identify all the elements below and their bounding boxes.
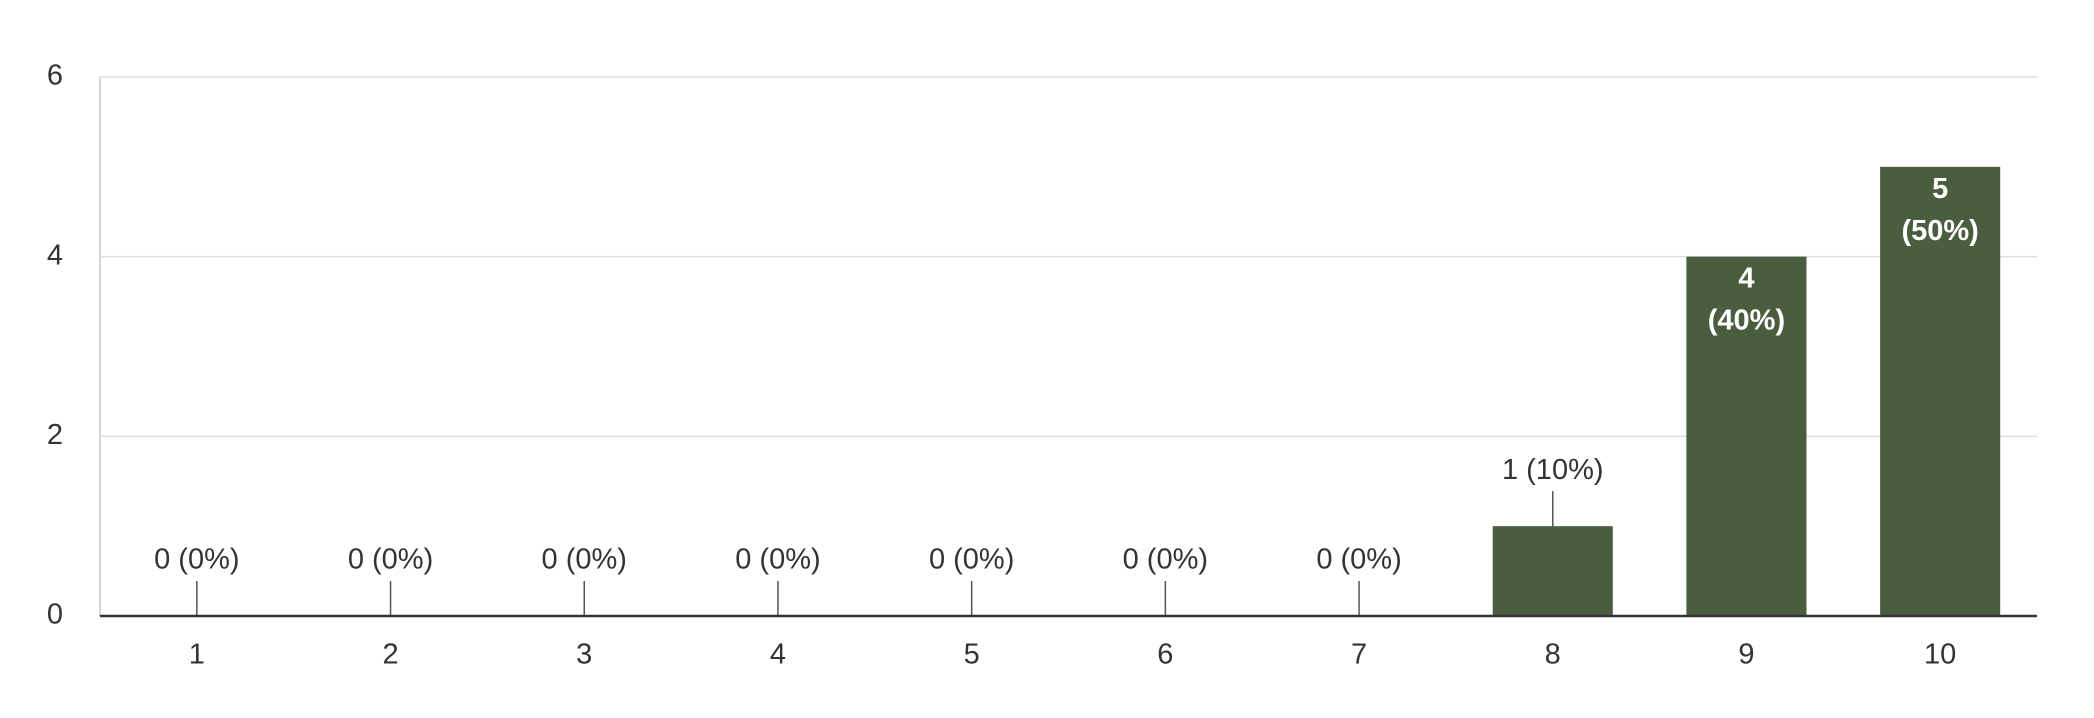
data-label-line: (50%) <box>1901 214 1978 246</box>
data-label-line: (40%) <box>1708 304 1785 336</box>
x-tick-label: 6 <box>1157 639 1173 671</box>
data-label: 0 (0%) <box>735 544 820 576</box>
x-tick-label: 7 <box>1351 639 1367 671</box>
x-tick-label: 9 <box>1738 639 1754 671</box>
data-label: 0 (0%) <box>1316 544 1401 576</box>
x-tick-label: 5 <box>964 639 980 671</box>
y-tick-label: 2 <box>47 419 63 451</box>
bar <box>1686 256 1807 616</box>
data-label: 0 (0%) <box>154 544 239 576</box>
data-label: 0 (0%) <box>542 544 627 576</box>
x-tick-label: 8 <box>1545 639 1561 671</box>
data-label-line: 5 <box>1932 172 1948 204</box>
bar <box>1492 526 1613 616</box>
data-label: 4 (40%) <box>1708 262 1785 336</box>
data-label: 0 (0%) <box>1123 544 1208 576</box>
y-tick-label: 6 <box>47 60 63 92</box>
data-label-line: 4 <box>1738 262 1754 294</box>
y-tick-label: 0 <box>47 599 63 631</box>
x-tick-label: 10 <box>1924 639 1956 671</box>
data-label: 0 (0%) <box>929 544 1014 576</box>
x-tick-label: 3 <box>576 639 592 671</box>
bar <box>1880 166 2001 617</box>
y-tick-label: 4 <box>47 239 63 271</box>
data-label: 5 (50%) <box>1901 172 1978 246</box>
x-tick-label: 1 <box>189 639 205 671</box>
x-tick-label: 4 <box>770 639 786 671</box>
x-tick-label: 2 <box>382 639 398 671</box>
data-label: 0 (0%) <box>348 544 433 576</box>
data-label: 1 (10%) <box>1502 454 1604 486</box>
